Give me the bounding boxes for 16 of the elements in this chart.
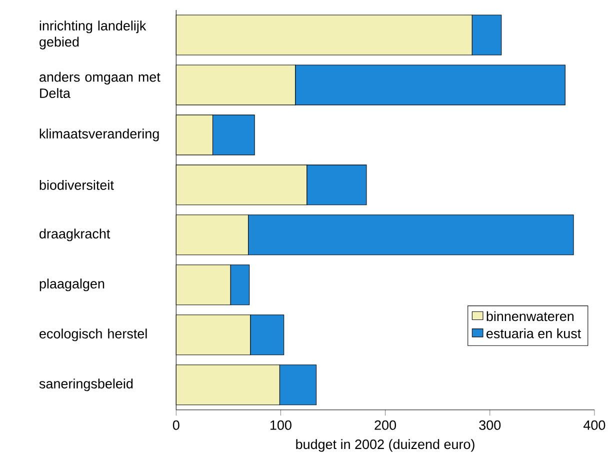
y-tick-label: plaagalgen (40, 278, 104, 292)
x-axis-title: budget in 2002 (duizend euro) (296, 439, 474, 452)
y-tick-label: saneringsbeleid (39, 378, 133, 392)
x-tick-label: 100 (270, 420, 292, 430)
legend-label: binnenwateren (486, 311, 574, 322)
x-tick-label: 400 (583, 420, 606, 430)
legend-label: estuaria en kust (486, 328, 582, 338)
y-tick-label: klimaatsverandering (40, 128, 159, 142)
y-tick-label: anders omgaan met Delta (40, 72, 160, 98)
y-tick-label: biodiversiteit (40, 180, 114, 190)
y-tick-label: ecologisch herstel (40, 328, 147, 342)
y-tick-label: inrichting landelijk gebied (40, 20, 146, 50)
x-tick-label: 0 (172, 420, 180, 430)
y-tick-label: draagkracht (40, 228, 110, 242)
x-tick-label: 300 (479, 420, 501, 430)
x-tick-label: 200 (374, 420, 396, 430)
